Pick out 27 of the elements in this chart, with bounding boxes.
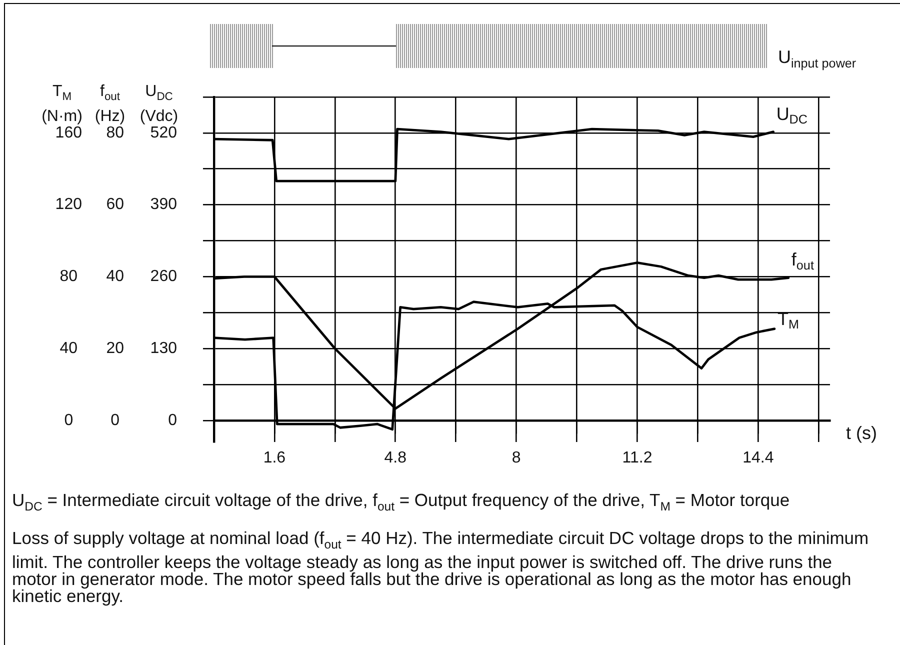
y-tick-label: 520	[150, 124, 178, 142]
y3-tick-label: 0	[64, 412, 74, 429]
x-tick-label: 11.2	[622, 449, 652, 466]
x-tick-label: 14.4	[742, 449, 774, 466]
text: Loss of supply voltage at nominal load (f$_{out}$ = 40 Hz). The intermediate circuit DC voltage drops to the minimum limit. The controller keeps the voltage steady as long as the input power is switched off. The drive runs the motor in generator mode. The motor speed falls but the drive is operational as long as the motor has enough kinetic energy.	[12, 528, 870, 606]
y2-tick-label: 40	[106, 268, 124, 286]
x-tick-label: 8	[512, 449, 521, 466]
y2-tick-label: 80	[106, 124, 124, 142]
y2-tick-label: 20	[106, 340, 124, 357]
x-tick-label: 1.6	[263, 449, 286, 466]
x-axis-title: t (s)	[846, 423, 877, 443]
y2-tick-label: 0	[110, 412, 120, 429]
text: U$_{input power}$	[778, 47, 856, 73]
y3-tick-label: 80	[60, 268, 78, 286]
x-tick-label: 4.8	[384, 449, 407, 466]
y-tick-label: 0	[168, 412, 178, 429]
y3-tick-label: 40	[60, 340, 78, 357]
text: U$_{DC}$ = Intermediate circuit voltage of the drive, f$_{out}$ = Output frequency of the drive, T$_{M}$ = Motor torque	[12, 490, 791, 516]
y-tick-label: 260	[150, 268, 178, 286]
y-axis-title: U$_{DC}$ (Vdc)	[138, 82, 180, 126]
y3-tick-label: 120	[55, 196, 82, 214]
y-tick-label: 130	[150, 340, 178, 357]
y2-axis-title: f$_{out}$ (Hz)	[94, 82, 126, 126]
y3-axis-title: T$_{M}$ (N·m)	[40, 82, 84, 126]
y3-tick-label: 160	[55, 124, 82, 142]
y2-tick-label: 60	[106, 196, 124, 214]
y-tick-label: 390	[150, 196, 178, 214]
